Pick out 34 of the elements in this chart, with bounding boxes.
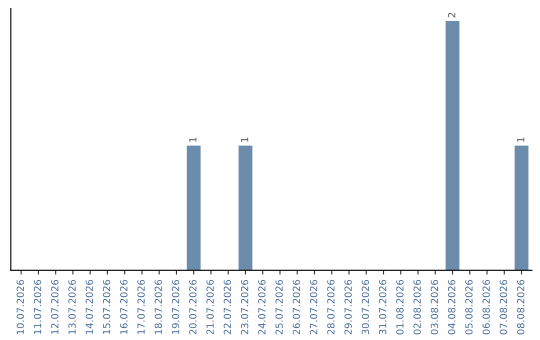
x-tick-label: 07.08.2026 (500, 280, 508, 334)
x-tick-label: 24.07.2026 (258, 280, 266, 334)
x-tick-label: 16.07.2026 (120, 280, 128, 334)
data-label: 2 (448, 12, 456, 18)
x-tick-label: 18.07.2026 (154, 280, 162, 334)
x-tick-label: 08.08.2026 (517, 280, 524, 334)
x-tick-label: 05.08.2026 (465, 280, 473, 334)
x-tick-label: 25.07.2026 (275, 280, 283, 334)
x-tick-label: 10.07.2026 (16, 280, 24, 334)
x-tick-label: 31.07.2026 (378, 280, 386, 334)
data-label: 1 (517, 138, 524, 142)
x-tick-label: 19.07.2026 (172, 280, 180, 334)
data-label: 1 (241, 138, 248, 142)
x-tick-label: 30.07.2026 (362, 280, 370, 334)
x-tick-label: 02.08.2026 (413, 280, 421, 334)
x-tick-label: 15.07.2026 (102, 280, 110, 334)
data-label: 1 (189, 138, 196, 142)
x-tick-label: 06.08.2026 (482, 280, 490, 334)
x-tick-label: 20.07.2026 (189, 280, 197, 334)
x-tick-label: 22.07.2026 (224, 280, 232, 334)
x-tick-label: 17.07.2026 (137, 280, 145, 334)
x-tick-label: 21.07.2026 (206, 280, 214, 334)
x-tick-label: 23.07.2026 (240, 280, 248, 334)
x-tick-label: 04.08.2026 (448, 280, 456, 334)
x-tick-label: 13.07.2026 (68, 280, 76, 334)
x-tick-label: 12.07.2026 (51, 280, 58, 334)
x-tick-label: 01.08.2026 (396, 280, 404, 334)
x-tick-label: 29.07.2026 (344, 280, 352, 334)
x-tick-label: 28.07.2026 (327, 280, 335, 334)
x-tick-label: 14.07.2026 (86, 280, 93, 334)
x-tick-label: 27.07.2026 (310, 280, 318, 334)
x-tick-label: 11.07.2026 (34, 280, 42, 334)
x-tick-label: 03.08.2026 (430, 280, 438, 334)
x-tick-label: 26.07.2026 (292, 280, 300, 334)
